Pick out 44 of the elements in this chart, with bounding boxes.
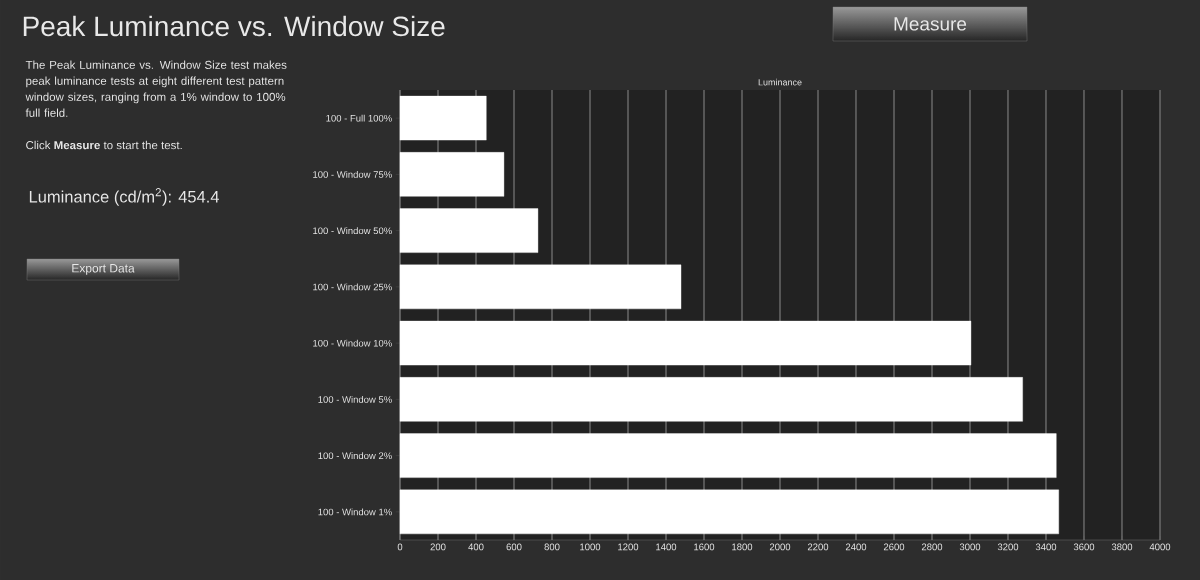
x-tick-label: 2600 — [883, 543, 905, 551]
y-tick-label: 100 - Window 25% — [313, 283, 392, 291]
bar — [399, 377, 1023, 422]
text: The Peak Luminance vs. Window Size test makes peak luminance tests at eight different test pattern window sizes, ranging from a 1% window to 100% full field. — [25, 60, 287, 117]
x-tick-label: 800 — [544, 543, 560, 551]
y-tick-label: 100 - Window 2% — [318, 452, 392, 460]
bar — [399, 152, 505, 197]
y-tick-label: 100 - Window 10% — [313, 339, 392, 347]
x-tick-label: 2000 — [769, 543, 791, 551]
bar — [399, 320, 972, 366]
x-tick-label: 2800 — [921, 543, 943, 551]
chart-title: Peak Luminance vs. Window Size — [23, 15, 445, 37]
x-tick-label: 1600 — [694, 543, 715, 551]
y-tick-label: 100 - Window 75% — [313, 170, 392, 178]
x-tick-label: 3400 — [1035, 543, 1057, 551]
x-tick-label: 3200 — [997, 543, 1019, 551]
text: Luminance (cd/m$^{2}$): 454.4 — [29, 188, 219, 206]
text: Measure — [894, 17, 967, 31]
y-tick-label: 100 - Window 50% — [313, 227, 392, 235]
bar — [399, 208, 539, 253]
x-tick-label: 1400 — [656, 543, 677, 551]
x-tick-label: 2400 — [845, 543, 867, 551]
chart-subtitle: Luminance — [758, 78, 802, 86]
x-tick-label: 600 — [506, 543, 522, 551]
bar — [399, 95, 487, 141]
y-tick-label: 100 - Window 1% — [318, 508, 392, 516]
bar — [399, 264, 682, 310]
x-tick-label: 2200 — [807, 543, 829, 551]
x-tick-label: 400 — [468, 543, 484, 551]
bar — [399, 433, 1057, 478]
x-tick-label: 1200 — [618, 543, 639, 551]
bar — [399, 489, 1059, 535]
y-tick-label: 100 - Full 100% — [326, 114, 392, 122]
text: Click Measure to start the test. — [26, 140, 182, 150]
x-tick-label: 3800 — [1111, 543, 1133, 551]
x-tick-label: 3600 — [1073, 543, 1095, 551]
x-tick-label: 3000 — [959, 543, 981, 551]
text: Export Data — [72, 264, 135, 275]
x-tick-label: 1800 — [732, 543, 753, 551]
x-tick-label: 200 — [430, 543, 446, 551]
x-tick-label: 4000 — [1149, 543, 1171, 551]
y-tick-label: 100 - Window 5% — [318, 395, 392, 403]
x-tick-label: 1000 — [580, 543, 601, 551]
x-tick-label: 0 — [397, 543, 403, 551]
